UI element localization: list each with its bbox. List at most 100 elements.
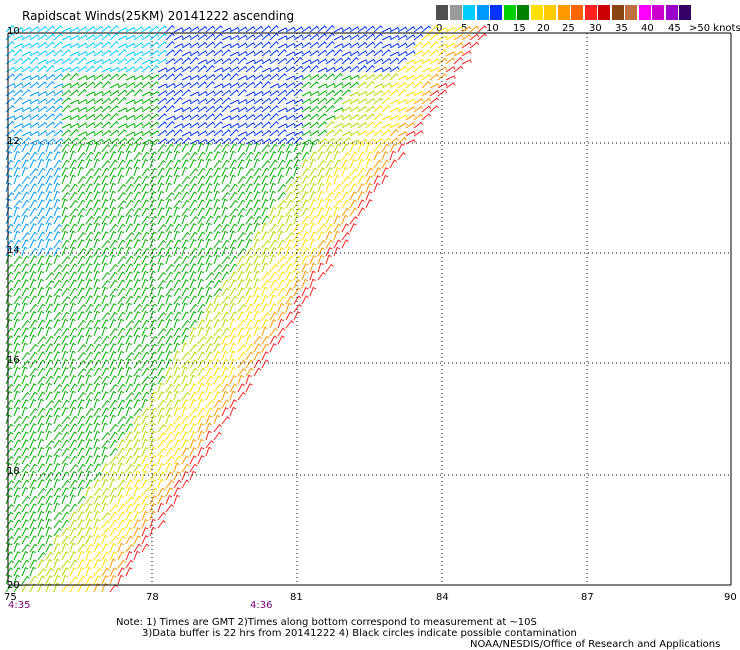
wind-barb: [229, 26, 240, 33]
wind-barb: [93, 343, 102, 353]
wind-barb: [53, 151, 61, 161]
wind-barb: [109, 66, 120, 73]
wind-barb: [37, 391, 46, 401]
wind-barb: [237, 214, 244, 225]
wind-barb: [325, 192, 335, 201]
wind-barb: [205, 183, 213, 193]
wind-barb: [85, 143, 93, 153]
wind-barb: [197, 90, 208, 97]
wind-barb: [349, 74, 360, 81]
wind-barb: [197, 438, 205, 449]
wind-barb: [213, 90, 224, 97]
wind-barb: [109, 367, 117, 377]
wind-barb: [53, 182, 61, 193]
wind-barb: [69, 311, 78, 321]
wind-barb: [429, 49, 440, 57]
wind-barb: [301, 59, 312, 65]
wind-barb: [181, 199, 190, 209]
wind-barb: [29, 279, 37, 289]
wind-barb: [205, 238, 212, 249]
wind-barb: [373, 151, 381, 161]
wind-barb: [141, 488, 151, 497]
wind-barb: [125, 239, 134, 249]
wind-barb: [37, 98, 48, 105]
wind-barb: [141, 455, 149, 465]
wind-barb: [397, 26, 408, 33]
wind-barb: [197, 367, 206, 377]
wind-barb: [45, 559, 53, 569]
wind-barb: [117, 143, 126, 153]
wind-barb: [173, 167, 181, 177]
wind-barb: [133, 343, 143, 353]
wind-barb: [445, 82, 456, 89]
wind-barb: [381, 151, 389, 161]
note-line-2: 3)Data buffer is 22 hrs from 20141222 4)…: [142, 628, 577, 639]
wind-barb: [93, 90, 104, 97]
wind-barb: [261, 73, 272, 81]
wind-barb: [141, 327, 149, 337]
wind-barb: [93, 295, 101, 305]
wind-barb: [149, 41, 160, 49]
wind-barb: [5, 471, 14, 481]
wind-barb: [5, 439, 14, 449]
wind-barb: [61, 174, 69, 185]
wind-barb: [101, 463, 109, 473]
wind-barb: [133, 423, 141, 433]
wind-barb: [109, 105, 119, 113]
legend-swatch: [490, 5, 502, 20]
wind-barb: [213, 67, 224, 73]
wind-barb: [117, 343, 125, 353]
wind-barb: [141, 503, 149, 513]
wind-barb: [69, 143, 78, 153]
wind-barb: [293, 122, 304, 129]
wind-barb: [293, 81, 304, 89]
wind-barb: [149, 310, 156, 321]
wind-barb: [53, 288, 63, 297]
wind-barb: [205, 121, 216, 129]
wind-barb: [157, 105, 168, 113]
wind-barb: [285, 214, 293, 225]
wind-barb: [77, 106, 88, 113]
wind-barb: [197, 231, 206, 241]
wind-barb: [21, 311, 29, 321]
wind-barb: [197, 423, 205, 433]
wind-barb: [373, 83, 384, 89]
wind-barb: [221, 27, 232, 33]
wind-barb: [61, 206, 69, 217]
wind-barb: [181, 137, 191, 145]
wind-barb: [61, 296, 71, 305]
wind-barb: [317, 129, 328, 137]
wind-barb: [13, 519, 22, 529]
wind-barb: [109, 223, 118, 233]
wind-barb: [317, 113, 327, 121]
wind-barb: [277, 279, 286, 289]
wind-barb: [301, 175, 310, 185]
wind-barb: [141, 143, 149, 153]
wind-barb: [293, 295, 302, 305]
wind-barb: [357, 183, 365, 193]
wind-barb: [269, 215, 277, 225]
wind-barb: [117, 487, 125, 497]
wind-barb: [277, 35, 288, 41]
wind-barb: [421, 73, 432, 81]
wind-barb: [205, 255, 213, 265]
wind-barb: [157, 49, 168, 57]
wind-barb: [245, 139, 256, 145]
wind-barb: [125, 279, 133, 289]
wind-barb: [149, 130, 160, 137]
wind-barb: [293, 143, 301, 153]
wind-barb: [29, 91, 40, 97]
wind-barb: [269, 175, 277, 185]
wind-barb: [133, 34, 144, 41]
wind-barb: [85, 98, 96, 105]
wind-barb: [157, 454, 164, 465]
wind-barb: [85, 231, 94, 241]
wind-barb: [125, 143, 134, 153]
wind-barb: [381, 82, 392, 89]
wind-barb: [261, 167, 270, 177]
wind-barb: [141, 398, 149, 409]
wind-barb: [405, 91, 416, 97]
wind-barb: [157, 319, 165, 329]
wind-barb: [221, 206, 229, 217]
wind-barb: [109, 254, 116, 265]
